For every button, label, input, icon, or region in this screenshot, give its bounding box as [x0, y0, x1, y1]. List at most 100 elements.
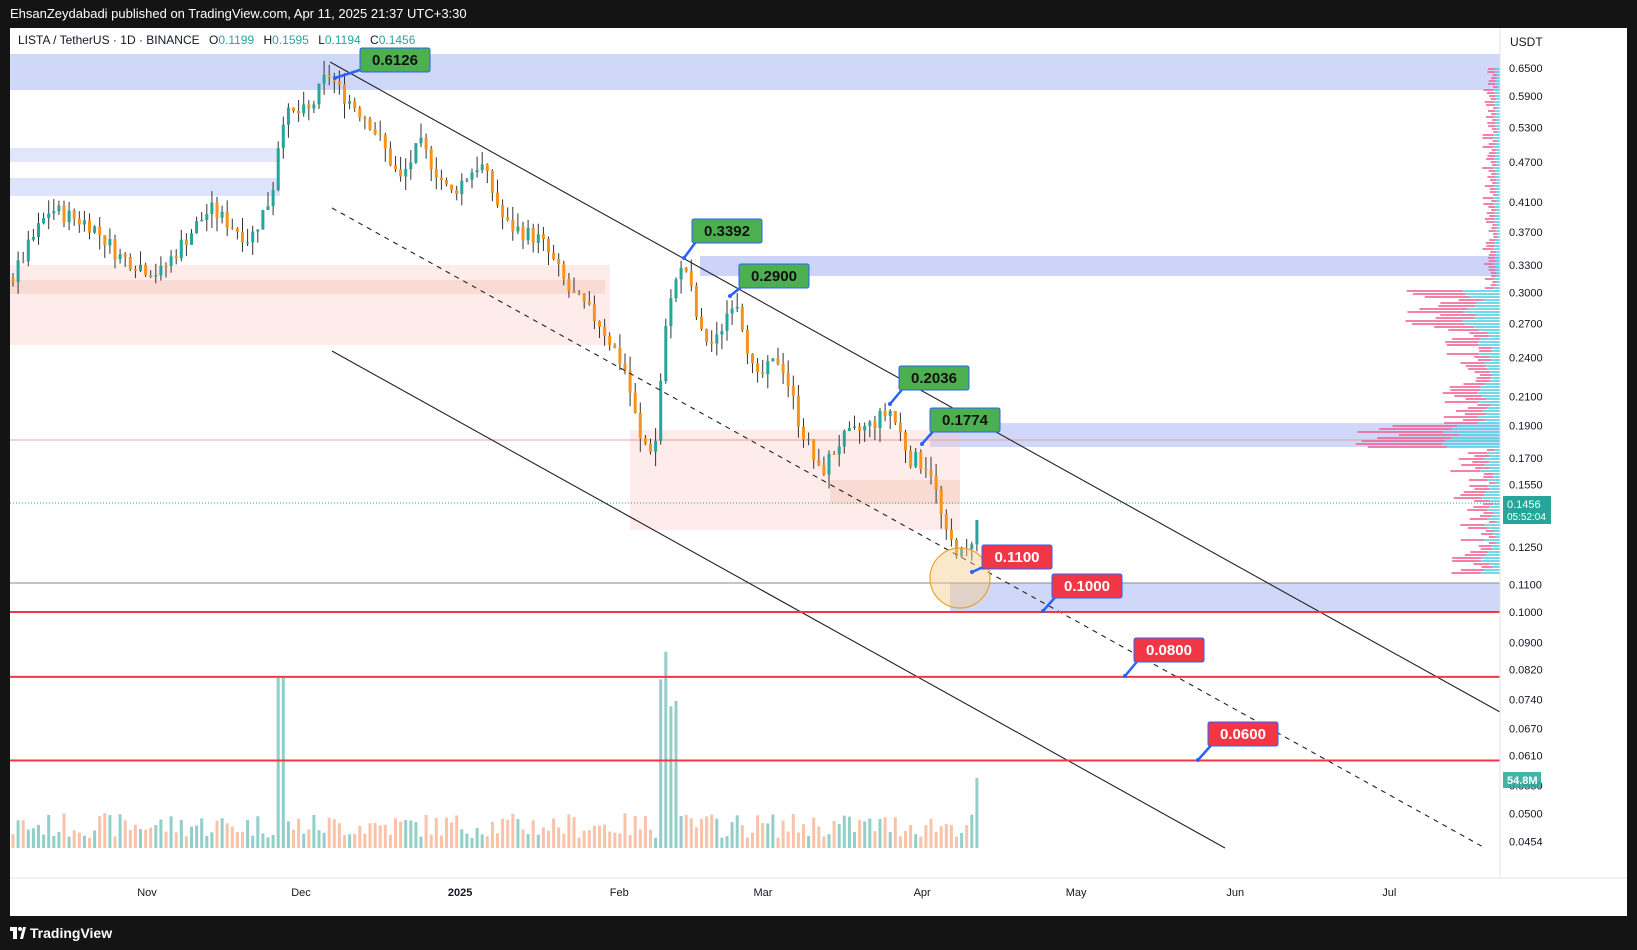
candle-body: [944, 513, 948, 530]
y-tick-label: 0.1700: [1509, 453, 1543, 465]
volume-profile-bar: [1493, 503, 1500, 505]
volume-profile-bar: [1495, 80, 1500, 82]
volume-profile-bar: [1492, 281, 1497, 283]
candle-body: [271, 189, 275, 207]
candle-body: [307, 104, 311, 109]
volume-profile-bar: [1495, 68, 1500, 70]
candle-body: [317, 83, 321, 105]
candle-body: [139, 264, 142, 271]
volume-bar: [511, 813, 515, 848]
candle-body: [618, 347, 622, 364]
candle-body: [689, 271, 693, 286]
volume-bar: [898, 836, 902, 848]
volume-bar: [592, 825, 596, 848]
candle-body: [628, 370, 632, 393]
volume-profile-bar: [1473, 326, 1500, 328]
volume-profile-bar: [1478, 347, 1492, 349]
candle-body: [409, 162, 413, 170]
candle-body: [77, 218, 81, 225]
chart-frame[interactable]: 0.6126 0.3392 0.2900 0.2036 0.1774 0.1100 0.10…: [10, 28, 1627, 916]
candle-body: [205, 214, 209, 220]
price-axis-panel: [1500, 28, 1627, 916]
y-tick-label: 0.2100: [1509, 391, 1543, 403]
candle-body: [184, 239, 188, 245]
candle-body: [281, 124, 285, 149]
volume-profile-bar: [1497, 131, 1500, 133]
x-tick-label: Dec: [291, 887, 311, 899]
volume-profile-bar: [1494, 242, 1500, 244]
volume-profile-bar: [1476, 377, 1491, 379]
volume-profile-bar: [1483, 458, 1500, 460]
volume-profile-bar: [1490, 284, 1497, 286]
candle-body: [123, 254, 127, 257]
volume-profile-bar: [1475, 467, 1491, 469]
candle-body: [388, 148, 392, 166]
volume-profile-bar: [1488, 266, 1496, 268]
volume-bar: [184, 836, 188, 848]
volume-profile-bar: [1484, 494, 1500, 496]
volume-bar: [98, 816, 102, 848]
candle-body: [297, 110, 301, 114]
volume-bar: [822, 836, 826, 848]
volume-bar: [409, 820, 413, 848]
volume-bar: [16, 820, 20, 848]
volume-profile-bar: [1482, 134, 1494, 136]
volume-profile-bar: [1463, 491, 1486, 493]
volume-profile-bar: [1493, 146, 1500, 148]
volume-profile-bar: [1467, 407, 1488, 409]
volume-bar: [271, 835, 275, 848]
price-chart[interactable]: 0.6126 0.3392 0.2900 0.2036 0.1774 0.1100 0.10…: [10, 28, 1627, 916]
candle-body: [450, 184, 454, 191]
volume-profile-bar: [1480, 389, 1500, 391]
volume-profile-bar: [1491, 113, 1497, 115]
volume-bar: [179, 819, 183, 848]
volume-profile-bar: [1483, 512, 1494, 514]
volume-profile-bar: [1494, 158, 1500, 160]
volume-profile-bar: [1451, 572, 1481, 574]
volume-profile-bar: [1459, 434, 1500, 436]
volume-bar: [414, 822, 418, 848]
volume-bar: [343, 835, 346, 848]
volume-profile-bar: [1445, 341, 1479, 343]
candle-body: [603, 326, 607, 336]
annotations-layer: 0.6126 0.3392 0.2900 0.2036 0.1774 0.1100 0.10…: [333, 47, 1279, 762]
volume-profile-bar: [1492, 224, 1497, 226]
volume-profile-bar: [1488, 80, 1496, 82]
candle-body: [547, 239, 550, 253]
volume-profile-bar: [1486, 509, 1500, 511]
candle-body: [659, 381, 663, 441]
candle-body: [210, 202, 214, 215]
annotation-label: 0.0600: [1220, 726, 1266, 743]
svg-text:LISTA / TetherUS · 1D · BINANC: LISTA / TetherUS · 1D · BINANCE O0.1199 …: [18, 33, 416, 47]
volume-profile-bar: [1482, 503, 1494, 505]
volume-profile-bar: [1457, 425, 1500, 427]
candle-body: [113, 239, 117, 260]
volume-bar: [623, 813, 627, 848]
volume-profile-bar: [1490, 179, 1497, 181]
volume-profile-bar: [1493, 236, 1498, 238]
volume-profile-bar: [1494, 71, 1500, 73]
volume-profile-bar: [1463, 419, 1486, 421]
candle-body: [439, 177, 443, 180]
volume-bar: [904, 831, 907, 848]
volume-profile-bar: [1496, 161, 1500, 163]
volume-bar: [919, 836, 923, 848]
volume-profile-bar: [1440, 302, 1477, 304]
volume-profile-bar: [1479, 329, 1500, 331]
volume-bar: [490, 821, 494, 848]
candle-body: [57, 205, 61, 212]
candle-body: [832, 453, 836, 455]
volume-profile-bar: [1448, 329, 1480, 331]
volume-bar: [205, 835, 209, 848]
volume-profile-bar: [1474, 455, 1490, 457]
volume-profile-bar: [1451, 428, 1500, 430]
candle-body: [868, 421, 872, 426]
volume-bar: [276, 678, 280, 848]
candle-body: [424, 137, 428, 149]
volume-profile-bar: [1486, 92, 1495, 94]
time-axis-ticks: Nov Dec 2025 Feb Mar Apr May Jun Jul: [137, 887, 1396, 899]
volume-profile-bar: [1494, 155, 1500, 157]
volume-profile-bar: [1484, 287, 1494, 289]
volume-profile-bar: [1490, 377, 1500, 379]
volume-profile-bar: [1495, 257, 1500, 259]
